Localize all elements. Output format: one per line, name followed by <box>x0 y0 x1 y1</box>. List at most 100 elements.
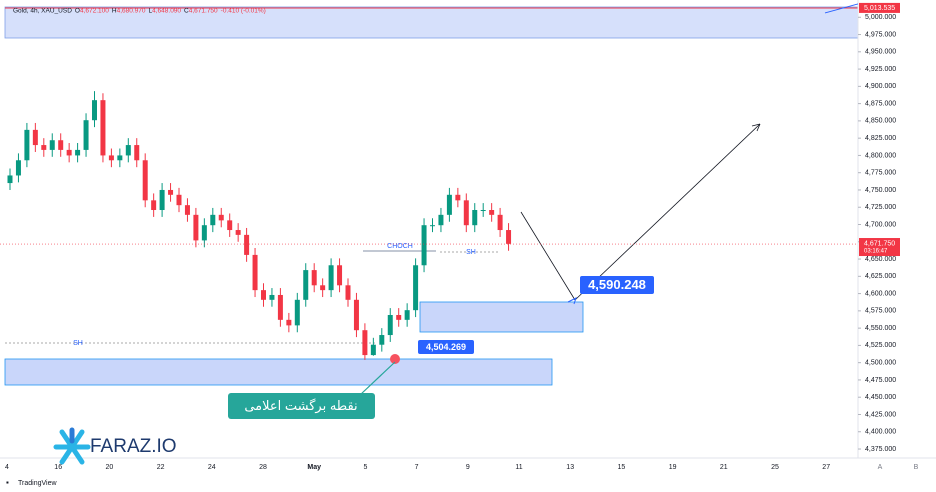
x-tick-label: 27 <box>822 464 830 471</box>
candle-body <box>286 319 292 326</box>
y-tick-label: 4,825.000 <box>865 135 896 142</box>
y-tick-label: 4,400.000 <box>865 429 896 436</box>
candle-body <box>303 270 309 300</box>
y-tick-label: 4,925.000 <box>865 66 896 73</box>
y-tick-label: 4,525.000 <box>865 342 896 349</box>
x-tick-label: 15 <box>618 464 626 471</box>
reversal-point <box>390 354 400 364</box>
callout-pointer <box>359 361 396 396</box>
candle-body <box>7 175 13 184</box>
callout <box>228 393 375 419</box>
x-tick-label: 21 <box>720 464 728 471</box>
candle-body <box>472 210 478 226</box>
candle-body <box>235 230 241 235</box>
y-tick-label: 4,875.000 <box>865 100 896 107</box>
arrow-head <box>751 123 761 132</box>
candle-body <box>252 254 258 291</box>
candle-body <box>269 294 275 300</box>
scale-button[interactable]: A <box>878 464 883 471</box>
ohlc-value: 4,672.100 <box>80 8 109 15</box>
header: Gold, 4h, XAU_USD O 4,672.100 H 4,680.970 L 4,… <box>13 8 266 15</box>
y-tick-label: 4,750.000 <box>865 187 896 194</box>
candle-body <box>370 344 376 356</box>
y-tick-label: 4,625.000 <box>865 273 896 280</box>
arrow-head <box>567 297 577 305</box>
ohlc-key: C <box>184 8 189 15</box>
candle-body <box>210 214 216 226</box>
x-tick-label: May <box>307 464 321 471</box>
candle-body <box>134 145 140 161</box>
candle-body <box>227 220 233 231</box>
x-tick-label: 28 <box>259 464 267 471</box>
candle-body <box>320 285 326 291</box>
candle-body <box>193 214 199 241</box>
ohlc-value: 4,680.970 <box>117 8 146 15</box>
candle-body <box>168 189 174 195</box>
candle-body <box>506 230 512 244</box>
candle-body <box>337 265 343 286</box>
candle-body <box>244 234 250 255</box>
choch-label: CHOCH <box>387 243 413 250</box>
y-tick-label: 4,475.000 <box>865 377 896 384</box>
arrow <box>520 211 576 301</box>
candle-body <box>413 265 419 311</box>
ohlc-key: H <box>112 8 117 15</box>
last-price-tag <box>859 238 900 257</box>
candle-body <box>218 214 224 221</box>
low-label: 4,504.269 <box>426 342 466 352</box>
last-price-label: 4,671.750 <box>864 240 895 247</box>
candle-body <box>396 315 402 320</box>
candle-body <box>362 330 368 356</box>
y-tick-label: 4,500.000 <box>865 360 896 367</box>
logo-text: FARAZ.IO <box>90 436 177 457</box>
sh-label: SH <box>73 340 83 347</box>
countdown: 03:16:47 <box>864 249 888 255</box>
candle-body <box>404 310 410 320</box>
candle-body <box>345 285 351 300</box>
x-tick-label: 9 <box>466 464 470 471</box>
candle-body <box>201 225 207 241</box>
candle-body <box>49 140 55 150</box>
y-tick-label: 4,575.000 <box>865 308 896 315</box>
y-tick-label: 4,725.000 <box>865 204 896 211</box>
y-tick-label: 4,700.000 <box>865 221 896 228</box>
candle-body <box>15 160 21 176</box>
y-tick-label: 4,775.000 <box>865 170 896 177</box>
logo: FARAZ.IO <box>53 427 177 465</box>
candle-body <box>41 145 47 150</box>
ohlc-key: O <box>75 8 80 15</box>
x-tick-label: 22 <box>157 464 165 471</box>
target-tag <box>580 276 654 294</box>
candle-body <box>83 120 89 150</box>
candle-body <box>497 214 503 231</box>
symbol: Gold, 4h, XAU_USD <box>13 8 72 15</box>
x-tick-label: 25 <box>771 464 779 471</box>
candle-body <box>66 149 72 156</box>
y-tick-label: 4,900.000 <box>865 83 896 90</box>
candle-body <box>294 299 300 326</box>
y-tick-label: 5,000.000 <box>865 14 896 21</box>
candle-body <box>100 100 106 156</box>
candle-body <box>261 290 266 300</box>
candle-body <box>489 210 495 215</box>
low-tag <box>418 340 474 354</box>
x-tick-label: 24 <box>208 464 216 471</box>
x-tick-label: 13 <box>566 464 574 471</box>
candle-body <box>142 160 148 201</box>
candle-body <box>438 214 444 226</box>
footer-icon: ▪ <box>6 478 9 487</box>
ohlc-value: 4,648.090 <box>152 8 181 15</box>
y-tick-label: 4,975.000 <box>865 31 896 38</box>
y-tick-label: 4,450.000 <box>865 394 896 401</box>
candle-body <box>176 194 182 206</box>
candle-body <box>151 200 157 211</box>
candle-body <box>117 155 123 161</box>
candle-body <box>430 225 435 227</box>
scale-button[interactable]: B <box>914 464 919 471</box>
candle-body <box>379 335 385 345</box>
x-tick-label: 20 <box>106 464 114 471</box>
x-tick-label: 19 <box>669 464 677 471</box>
candle-body <box>125 145 131 156</box>
candle-body <box>455 194 461 201</box>
top-level-tag <box>859 2 900 13</box>
